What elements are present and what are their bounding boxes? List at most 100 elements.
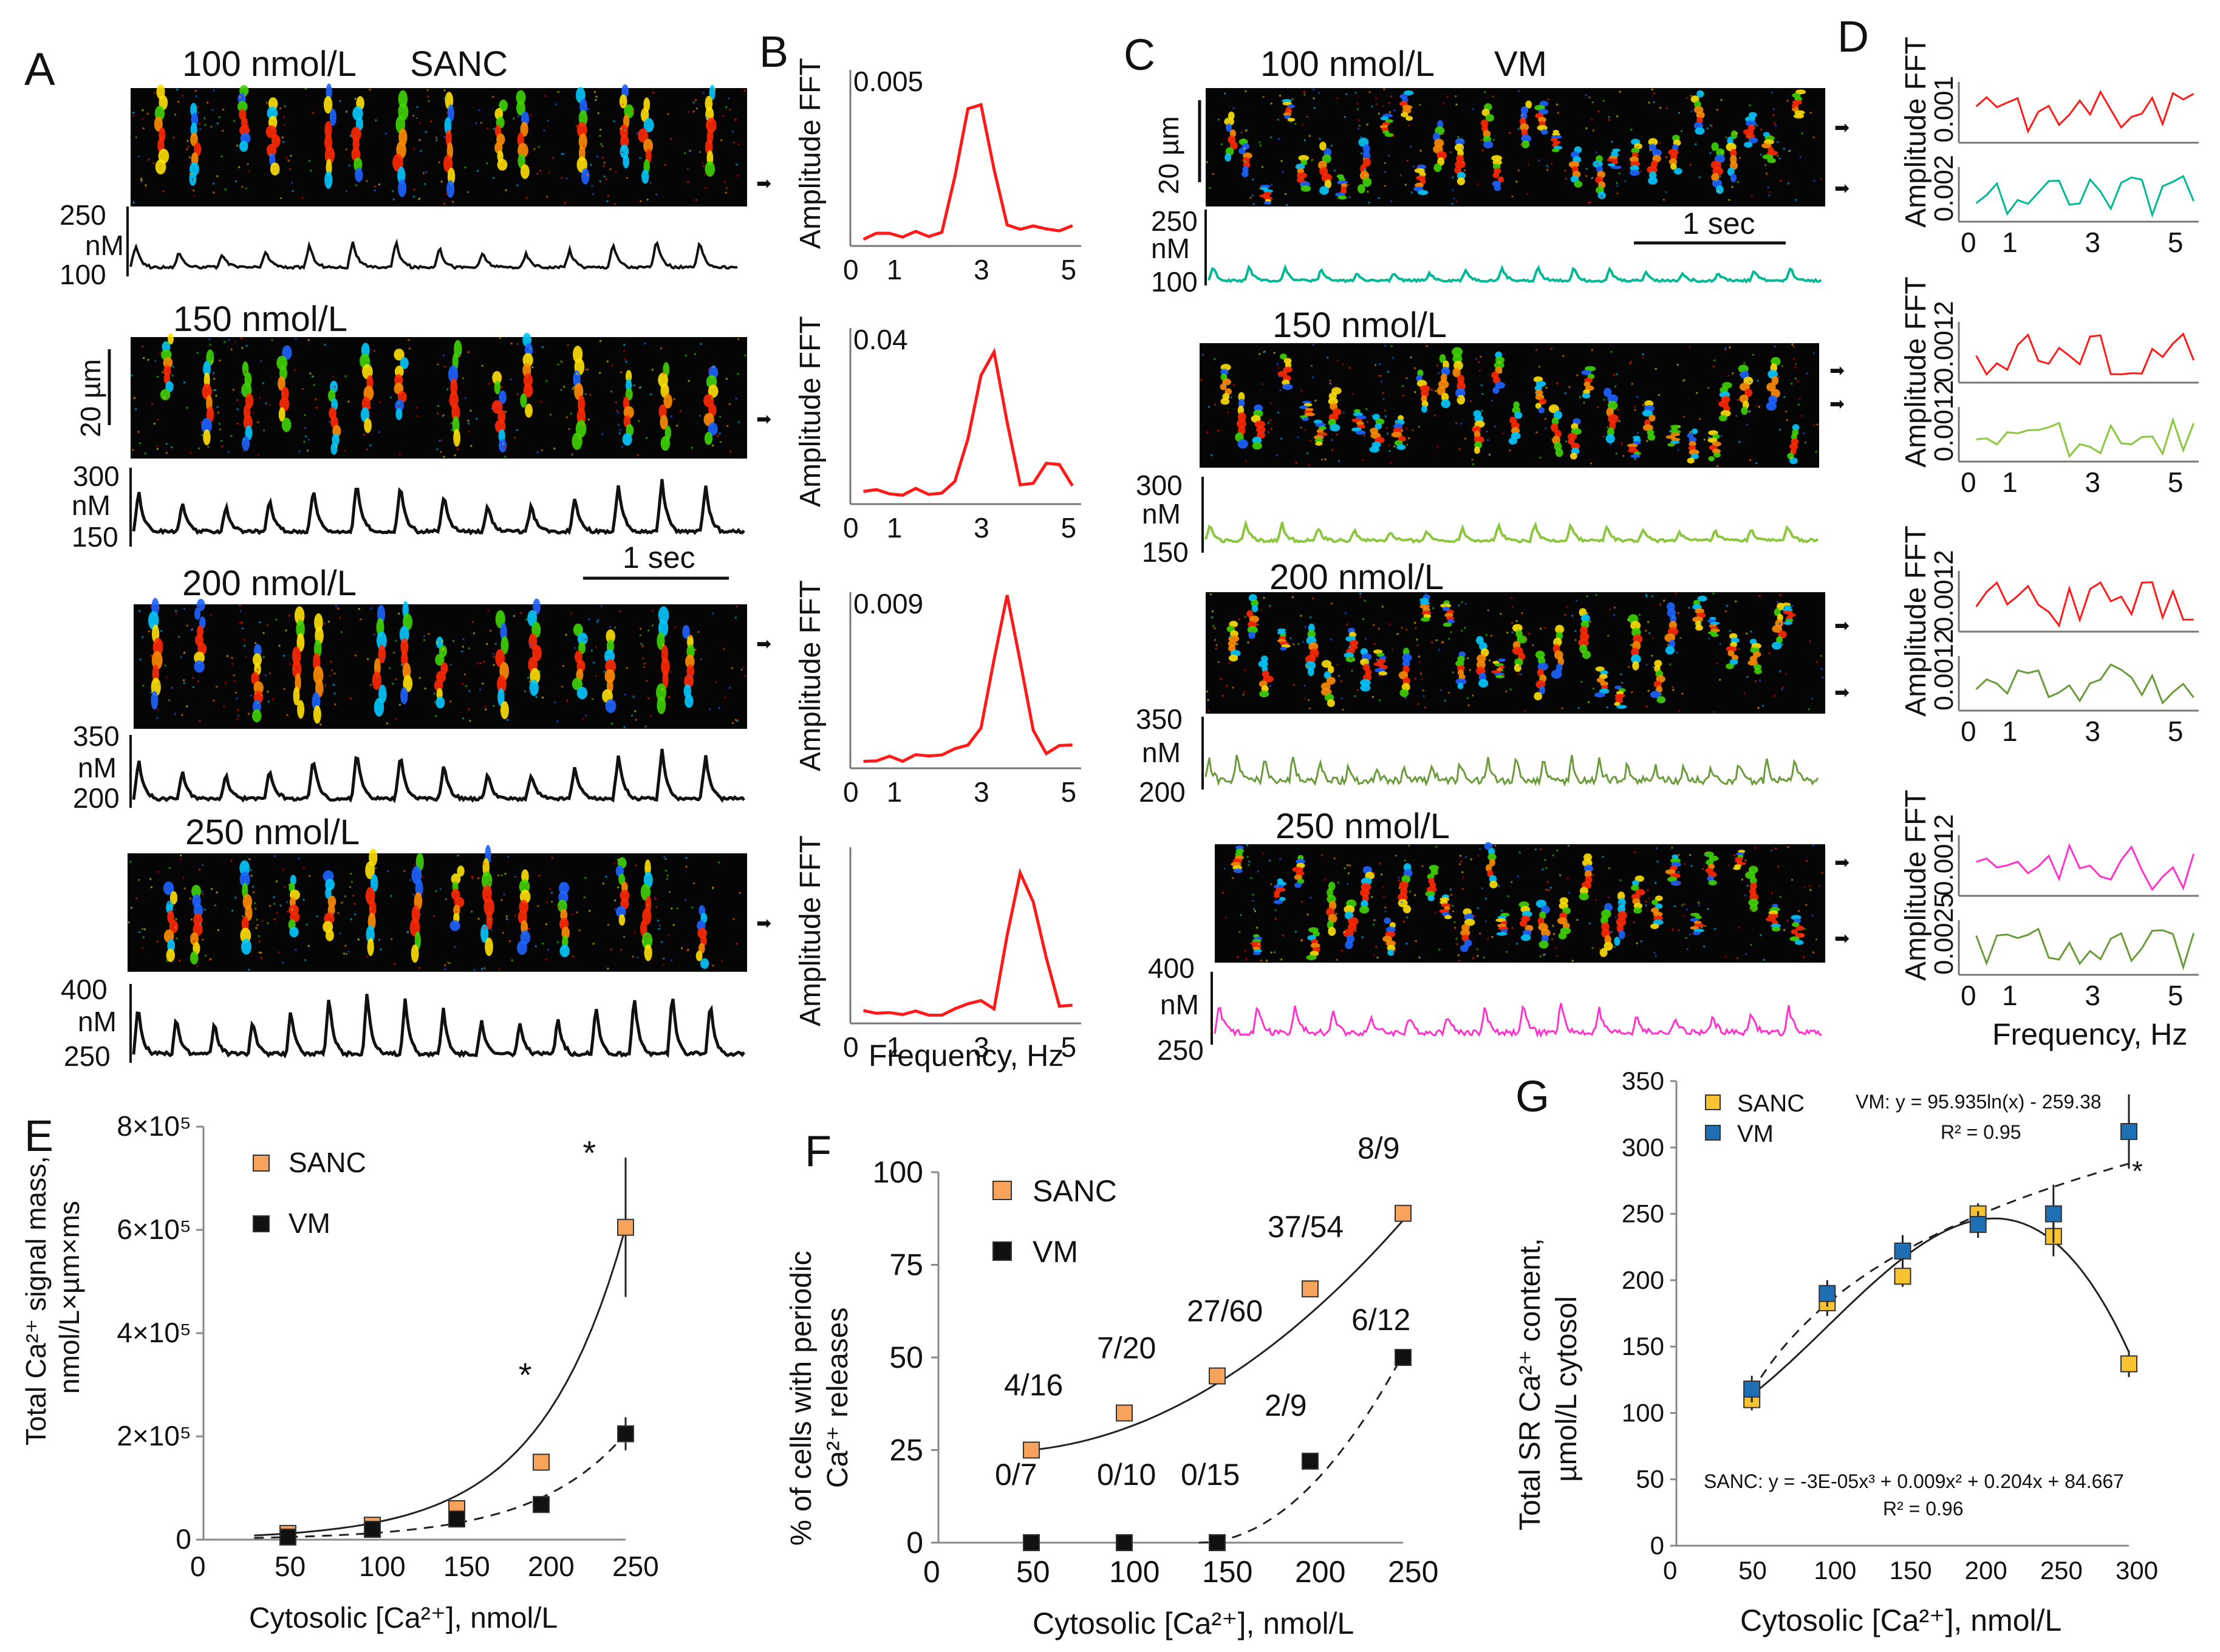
fft-ylabel: Amplitude FFT — [1900, 790, 1932, 981]
axis-bottom-label: 100 — [60, 259, 106, 290]
fft-tick-label: 5 — [1060, 254, 1076, 285]
panel-letter-e: E — [24, 1112, 53, 1161]
fft-line — [863, 347, 1074, 497]
fft-tick-label: 0 — [1961, 227, 1976, 258]
x-tick-label: 50 — [275, 1551, 306, 1582]
panel-letter-d: D — [1837, 13, 1869, 61]
y-axis-label: Total Ca²⁺ signal mass, — [20, 1156, 52, 1445]
linescan-image — [134, 604, 747, 729]
fft-ymax-label: 0.0012 — [1929, 301, 1959, 383]
x-tick-label: 200 — [1295, 1555, 1345, 1589]
trace-line — [132, 479, 745, 536]
x-tick-label: 0 — [923, 1555, 940, 1589]
panel-c-conc-label: 250 nmol/L — [1276, 807, 1450, 846]
fft-line — [1976, 417, 2194, 459]
arrow-icon: ➡ — [1834, 118, 1849, 138]
x-tick-label: 150 — [443, 1551, 490, 1582]
fft-tick-label: 1 — [887, 512, 903, 544]
point-label: 8/9 — [1358, 1131, 1400, 1166]
x-tick-label: 50 — [1738, 1556, 1767, 1585]
time-scale-label: 1 sec — [623, 541, 695, 575]
fft-tick-label: 3 — [974, 1031, 989, 1063]
arrow-icon: ➡ — [1834, 683, 1849, 703]
x-tick-label: 50 — [1016, 1555, 1050, 1589]
linescan-sparks — [1200, 343, 1819, 467]
time-scale-label: 1 sec — [1682, 206, 1755, 241]
panel-c-conc-label: 150 nmol/L — [1272, 305, 1447, 345]
y-tick-label: 2×10⁵ — [117, 1420, 191, 1452]
legend-swatch — [992, 1181, 1012, 1200]
fft-line — [863, 595, 1073, 763]
data-point — [1209, 1534, 1226, 1551]
data-point — [1302, 1452, 1319, 1470]
arrow-icon: ➡ — [756, 174, 771, 194]
panel-letter-c: C — [1124, 31, 1155, 80]
panel-c-row: 200 nmol/L ➡ ➡ 350 nM 200 — [1136, 558, 1849, 808]
data-point — [533, 1453, 550, 1471]
axis-bottom-label: 150 — [1142, 536, 1189, 568]
data-point — [364, 1521, 381, 1538]
data-point — [1209, 1367, 1226, 1385]
data-point — [279, 1528, 296, 1546]
fft-ymax-label: 0.005 — [853, 66, 923, 97]
fft-ymax-label: 0.0012 — [1929, 550, 1959, 632]
fft-tick-label: 3 — [974, 512, 989, 544]
trace-line — [129, 238, 738, 270]
fft-ylabel: Amplitude FFT — [1900, 276, 1932, 468]
linescan-image — [131, 337, 747, 459]
axis-top-label: 250 — [1151, 205, 1198, 237]
point-label: 37/54 — [1268, 1210, 1344, 1244]
axis-bottom-label: 250 — [64, 1040, 111, 1072]
equation-label: R² = 0.95 — [1941, 1121, 2021, 1143]
axis-unit-label: nM — [1142, 737, 1181, 768]
legend-label: VM — [289, 1207, 330, 1239]
fft-ymax-label: 0.009 — [853, 588, 923, 620]
fft-line — [862, 868, 1073, 1017]
arrow-icon: ➡ — [1834, 929, 1849, 949]
x-tick-label: 0 — [1663, 1556, 1677, 1585]
fft-ymax-label: 0.001 — [1929, 76, 1959, 143]
fft-ylabel: Amplitude FFT — [1900, 36, 1932, 228]
fft-tick-label: 0 — [843, 1031, 859, 1063]
panel-letter-a: A — [24, 44, 55, 95]
data-point — [448, 1510, 465, 1527]
fft-tick-label: 0 — [843, 776, 859, 808]
linescan-image — [131, 88, 747, 206]
data-point — [1302, 1280, 1319, 1298]
fft-line — [862, 103, 1073, 241]
axis-bottom-label: 250 — [1157, 1034, 1204, 1066]
fft-plot: Amplitude FFT 0 1 3 5 — [794, 835, 1081, 1063]
arrow-icon: ➡ — [756, 913, 771, 934]
legend-swatch — [253, 1155, 270, 1172]
fft-tick-label: 0 — [843, 254, 859, 285]
panel-c: C VM 100 nmol/L ➡ ➡ 20 µm 250 nM 100 1 s… — [1124, 31, 1849, 1066]
annotation-star: * — [582, 1134, 596, 1172]
axis-top-label: 300 — [1136, 469, 1183, 501]
legend-label: SANC — [1033, 1174, 1117, 1208]
fft-tick-label: 3 — [2085, 980, 2101, 1011]
data-point — [1116, 1404, 1133, 1422]
fft-ymax-label: 0.0012 — [1929, 814, 1959, 896]
fft-ylabel: Amplitude FFT — [794, 580, 827, 771]
equation-label: SANC: y = -3E-05x³ + 0.009x² + 0.204x + … — [1704, 1470, 2124, 1492]
axis-unit-label: nM — [85, 230, 124, 261]
legend-label: VM — [1737, 1121, 1774, 1147]
data-point — [2120, 1355, 2137, 1373]
fft-tick-label: 5 — [1060, 1031, 1076, 1063]
panel-letter-b: B — [759, 28, 788, 77]
annotation-star: * — [519, 1356, 532, 1394]
fft-line — [1975, 663, 2194, 705]
arrow-icon: ➡ — [1829, 361, 1845, 381]
fft-ymax-label: 0.04 — [853, 324, 908, 355]
fft-tick-label: 0 — [1961, 466, 1976, 498]
panel-c-cell-label: VM — [1494, 44, 1547, 84]
axis-unit-label: nM — [1142, 498, 1181, 530]
data-point — [1969, 1216, 1987, 1234]
fft-line — [1975, 90, 2194, 134]
x-tick-label: 200 — [528, 1551, 575, 1582]
fit-curve — [1750, 1162, 2129, 1393]
panel-a-conc-label: 150 nmol/L — [173, 299, 347, 339]
